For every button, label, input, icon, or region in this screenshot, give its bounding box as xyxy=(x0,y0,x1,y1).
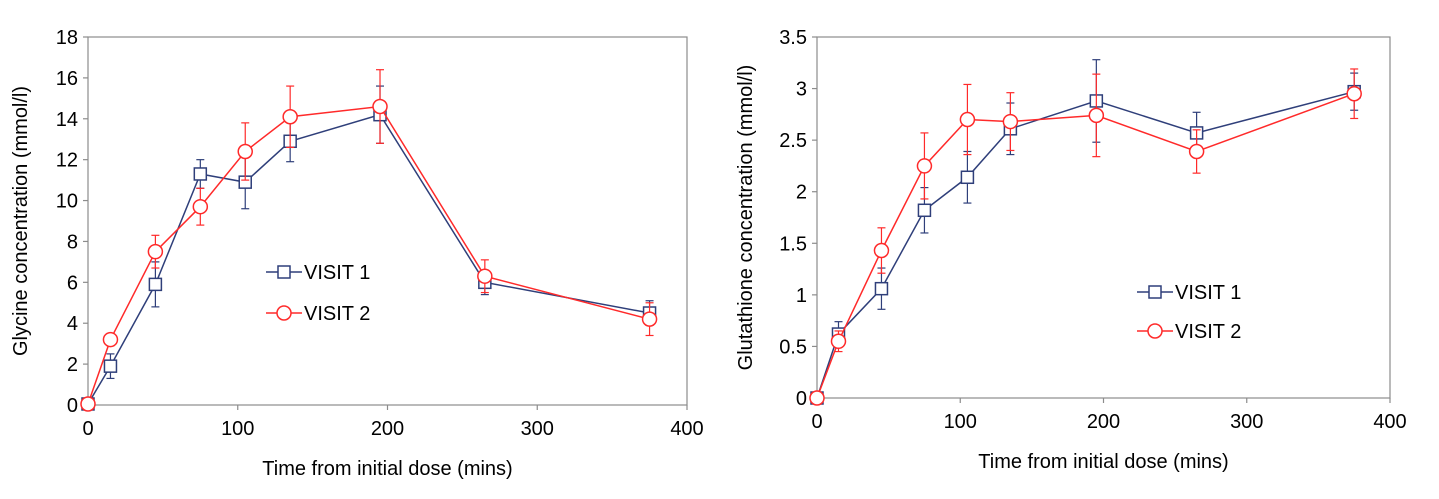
data-point xyxy=(192,198,209,215)
y-tick-label: 1.5 xyxy=(779,233,807,255)
y-axis-label: Glutathione concentration (mmol/l) xyxy=(735,65,757,371)
glutathione-chart: 0 0.5 1 1.5 2 2.5 3 3.5 0 100 200 300 400 Time from i… xyxy=(735,27,1407,473)
data-point xyxy=(641,311,658,327)
data-point xyxy=(917,203,932,218)
data-point xyxy=(874,281,889,296)
y-tick-label: 10 xyxy=(56,191,78,213)
y-tick-label: 1 xyxy=(796,285,807,307)
data-point xyxy=(960,170,975,185)
y-axis-label: Glycine concentration (mmol/l) xyxy=(10,86,32,356)
data-point xyxy=(959,111,976,128)
plot-frame xyxy=(87,36,688,406)
data-point xyxy=(873,242,890,259)
y-tick-label: 16 xyxy=(56,68,78,90)
y-tick-label: 0.5 xyxy=(779,336,807,358)
legend-marker xyxy=(1148,285,1162,299)
data-point xyxy=(1088,107,1105,124)
data-point xyxy=(1002,113,1019,130)
series-1 xyxy=(81,85,657,411)
data-point xyxy=(477,268,493,284)
y-tick-label: 2.5 xyxy=(779,130,807,152)
x-tick-label: 400 xyxy=(1373,411,1406,433)
data-point xyxy=(830,333,847,350)
plot-frame xyxy=(816,36,1391,399)
y-tick-label: 6 xyxy=(67,272,78,294)
data-point xyxy=(237,143,253,160)
data-point xyxy=(282,108,298,125)
x-tick-label: 300 xyxy=(521,418,554,440)
series-line xyxy=(816,90,1355,399)
series-line xyxy=(87,105,650,405)
y-tick-label: 0 xyxy=(67,395,78,417)
x-tick-label: 300 xyxy=(1230,411,1263,433)
y-tick-label: 18 xyxy=(56,27,78,49)
x-tick-label: 200 xyxy=(1087,411,1120,433)
legend-label: VISIT 2 xyxy=(1175,321,1241,343)
x-tick-label: 400 xyxy=(670,418,703,440)
x-tick-label: 100 xyxy=(221,418,254,440)
data-point xyxy=(148,277,163,292)
data-point xyxy=(102,331,119,348)
glycine-chart: 0 2 4 6 8 10 12 14 16 18 0 100 200 300 400 Time from in… xyxy=(10,27,704,480)
legend-label: VISIT 1 xyxy=(304,262,370,284)
y-tick-label: 0 xyxy=(796,388,807,410)
data-point xyxy=(103,359,118,373)
x-tick-label: 100 xyxy=(944,411,977,433)
y-tick-label: 3 xyxy=(796,79,807,101)
series-line xyxy=(87,113,650,405)
series-2 xyxy=(809,68,1362,406)
data-point xyxy=(147,243,164,260)
legend-label: VISIT 2 xyxy=(304,303,370,325)
x-tick-label: 200 xyxy=(371,418,404,440)
y-tick-label: 4 xyxy=(67,313,78,335)
legend-marker xyxy=(277,265,291,279)
data-point xyxy=(916,158,933,174)
y-tick-label: 14 xyxy=(56,109,78,131)
data-point xyxy=(372,98,388,115)
data-point xyxy=(1346,85,1362,102)
series-2 xyxy=(80,69,658,412)
data-point xyxy=(1188,143,1205,160)
data-point xyxy=(193,167,208,181)
y-tick-label: 12 xyxy=(56,150,78,172)
x-tick-label: 0 xyxy=(82,418,93,440)
x-tick-label: 0 xyxy=(811,411,822,433)
series-1 xyxy=(810,59,1361,405)
data-point xyxy=(80,396,96,412)
x-axis-label: Time from initial dose (mins) xyxy=(262,458,512,480)
legend-marker xyxy=(276,305,292,321)
legend-marker xyxy=(1147,323,1163,339)
y-tick-label: 3.5 xyxy=(779,27,807,49)
y-tick-label: 2 xyxy=(67,354,78,376)
data-point xyxy=(809,390,825,406)
series-line xyxy=(816,93,1355,399)
x-axis-label: Time from initial dose (mins) xyxy=(978,451,1228,473)
legend-label: VISIT 1 xyxy=(1175,282,1241,304)
y-tick-label: 8 xyxy=(67,231,78,253)
y-tick-label: 2 xyxy=(796,182,807,204)
